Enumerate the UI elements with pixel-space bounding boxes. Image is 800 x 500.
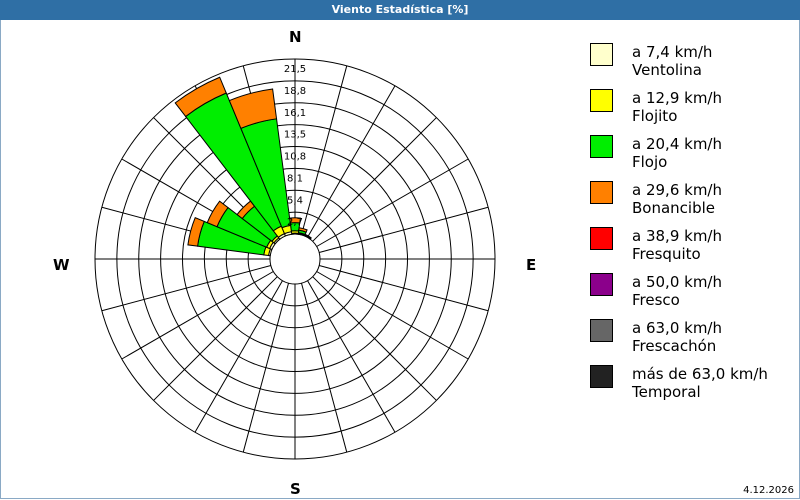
compass-south-label: S	[290, 480, 301, 498]
ring-tick-label: 13,5	[284, 130, 306, 141]
legend-range: a 63,0 km/h	[632, 319, 722, 337]
legend-range: a 7,4 km/h	[632, 43, 713, 61]
legend-label: a 63,0 km/h Frescachón	[632, 319, 722, 355]
wind-bar-segment	[289, 217, 301, 224]
compass-west-label: W	[53, 256, 70, 274]
grid-spoke	[319, 264, 489, 312]
legend-swatch	[590, 181, 613, 204]
grid-spoke	[242, 283, 290, 453]
wind-bar-segment	[298, 227, 308, 233]
legend-range: a 20,4 km/h	[632, 135, 722, 153]
legend-range: a 29,6 km/h	[632, 181, 722, 199]
grid-spoke	[300, 283, 348, 453]
legend-item: a 38,9 km/h Fresquito	[590, 225, 795, 271]
legend-item: a 63,0 km/h Frescachón	[590, 317, 795, 363]
grid-spoke	[300, 65, 348, 235]
grid-spoke	[319, 206, 489, 254]
compass-north-label: N	[289, 28, 302, 46]
legend-swatch	[590, 89, 613, 112]
grid-spoke	[312, 117, 437, 242]
legend-name: Flojo	[632, 153, 668, 171]
ring-tick-label: 10,8	[284, 152, 306, 163]
grid-spoke	[194, 280, 283, 433]
wind-bar-segment	[206, 200, 229, 228]
legend-name: Ventolina	[632, 61, 702, 79]
ring-tick-label: 21,5	[284, 64, 306, 75]
legend-range: a 12,9 km/h	[632, 89, 722, 107]
legend-name: Flojito	[632, 107, 678, 125]
footer-date: 4.12.2026	[743, 485, 794, 496]
legend-label: a 20,4 km/h Flojo	[632, 135, 722, 171]
grid-spoke	[316, 271, 469, 360]
legend-label: a 38,9 km/h Fresquito	[632, 227, 722, 263]
ring-tick-label: 8,1	[287, 173, 303, 184]
legend-label: más de 63,0 km/h Temporal	[632, 365, 768, 401]
grid-spoke	[307, 85, 396, 238]
wind-bar-segment	[187, 217, 205, 247]
wind-rose-bars	[174, 76, 312, 257]
legend-label: a 12,9 km/h Flojito	[632, 89, 722, 125]
legend-swatch	[590, 227, 613, 250]
wind-bar-segment	[228, 88, 278, 130]
grid-spoke	[316, 158, 469, 247]
grid-spoke	[307, 280, 396, 433]
legend-item: más de 63,0 km/h Temporal	[590, 363, 795, 409]
legend-name: Bonancible	[632, 199, 716, 217]
legend-item: a 12,9 km/h Flojito	[590, 87, 795, 133]
legend-label: a 7,4 km/h Ventolina	[632, 43, 712, 79]
wind-rose-ring-labels: 2,7 5,4 8,1 10,8 13,5 16,1 18,8 21,5	[284, 64, 306, 228]
legend-item: a 20,4 km/h Flojo	[590, 133, 795, 179]
grid-spoke	[101, 264, 271, 312]
legend-item: a 50,0 km/h Fresco	[590, 271, 795, 317]
grid-spoke	[121, 271, 274, 360]
legend-swatch	[590, 319, 613, 342]
legend-range: a 50,0 km/h	[632, 273, 722, 291]
compass-east-label: E	[526, 256, 537, 274]
grid-spoke	[153, 276, 278, 401]
ring-tick-label: 16,1	[284, 108, 306, 119]
legend-name: Fresquito	[632, 245, 701, 263]
ring-tick-label: 18,8	[284, 86, 306, 97]
grid-spoke	[312, 276, 437, 401]
legend-swatch	[590, 273, 613, 296]
legend-item: a 7,4 km/h Ventolina	[590, 41, 795, 87]
wind-rose-grid	[94, 58, 496, 460]
legend-range: más de 63,0 km/h	[632, 365, 768, 383]
wind-bar-segment	[304, 233, 312, 240]
legend-range: a 38,9 km/h	[632, 227, 722, 245]
ring-tick-label: 2,7	[287, 217, 303, 228]
legend-name: Fresco	[632, 291, 680, 309]
legend-item: a 29,6 km/h Bonancible	[590, 179, 795, 225]
legend-name: Frescachón	[632, 337, 717, 355]
ring-tick-label: 5,4	[287, 195, 303, 206]
legend-swatch	[590, 135, 613, 158]
window-title: Viento Estadística [%]	[0, 0, 800, 20]
legend-label: a 29,6 km/h Bonancible	[632, 181, 722, 217]
chart-legend: a 7,4 km/h Ventolina a 12,9 km/h Flojito a 2…	[590, 41, 795, 409]
legend-swatch	[590, 43, 613, 66]
legend-swatch	[590, 365, 613, 388]
legend-label: a 50,0 km/h Fresco	[632, 273, 722, 309]
wind-bar-segment	[174, 76, 227, 118]
legend-name: Temporal	[632, 383, 701, 401]
